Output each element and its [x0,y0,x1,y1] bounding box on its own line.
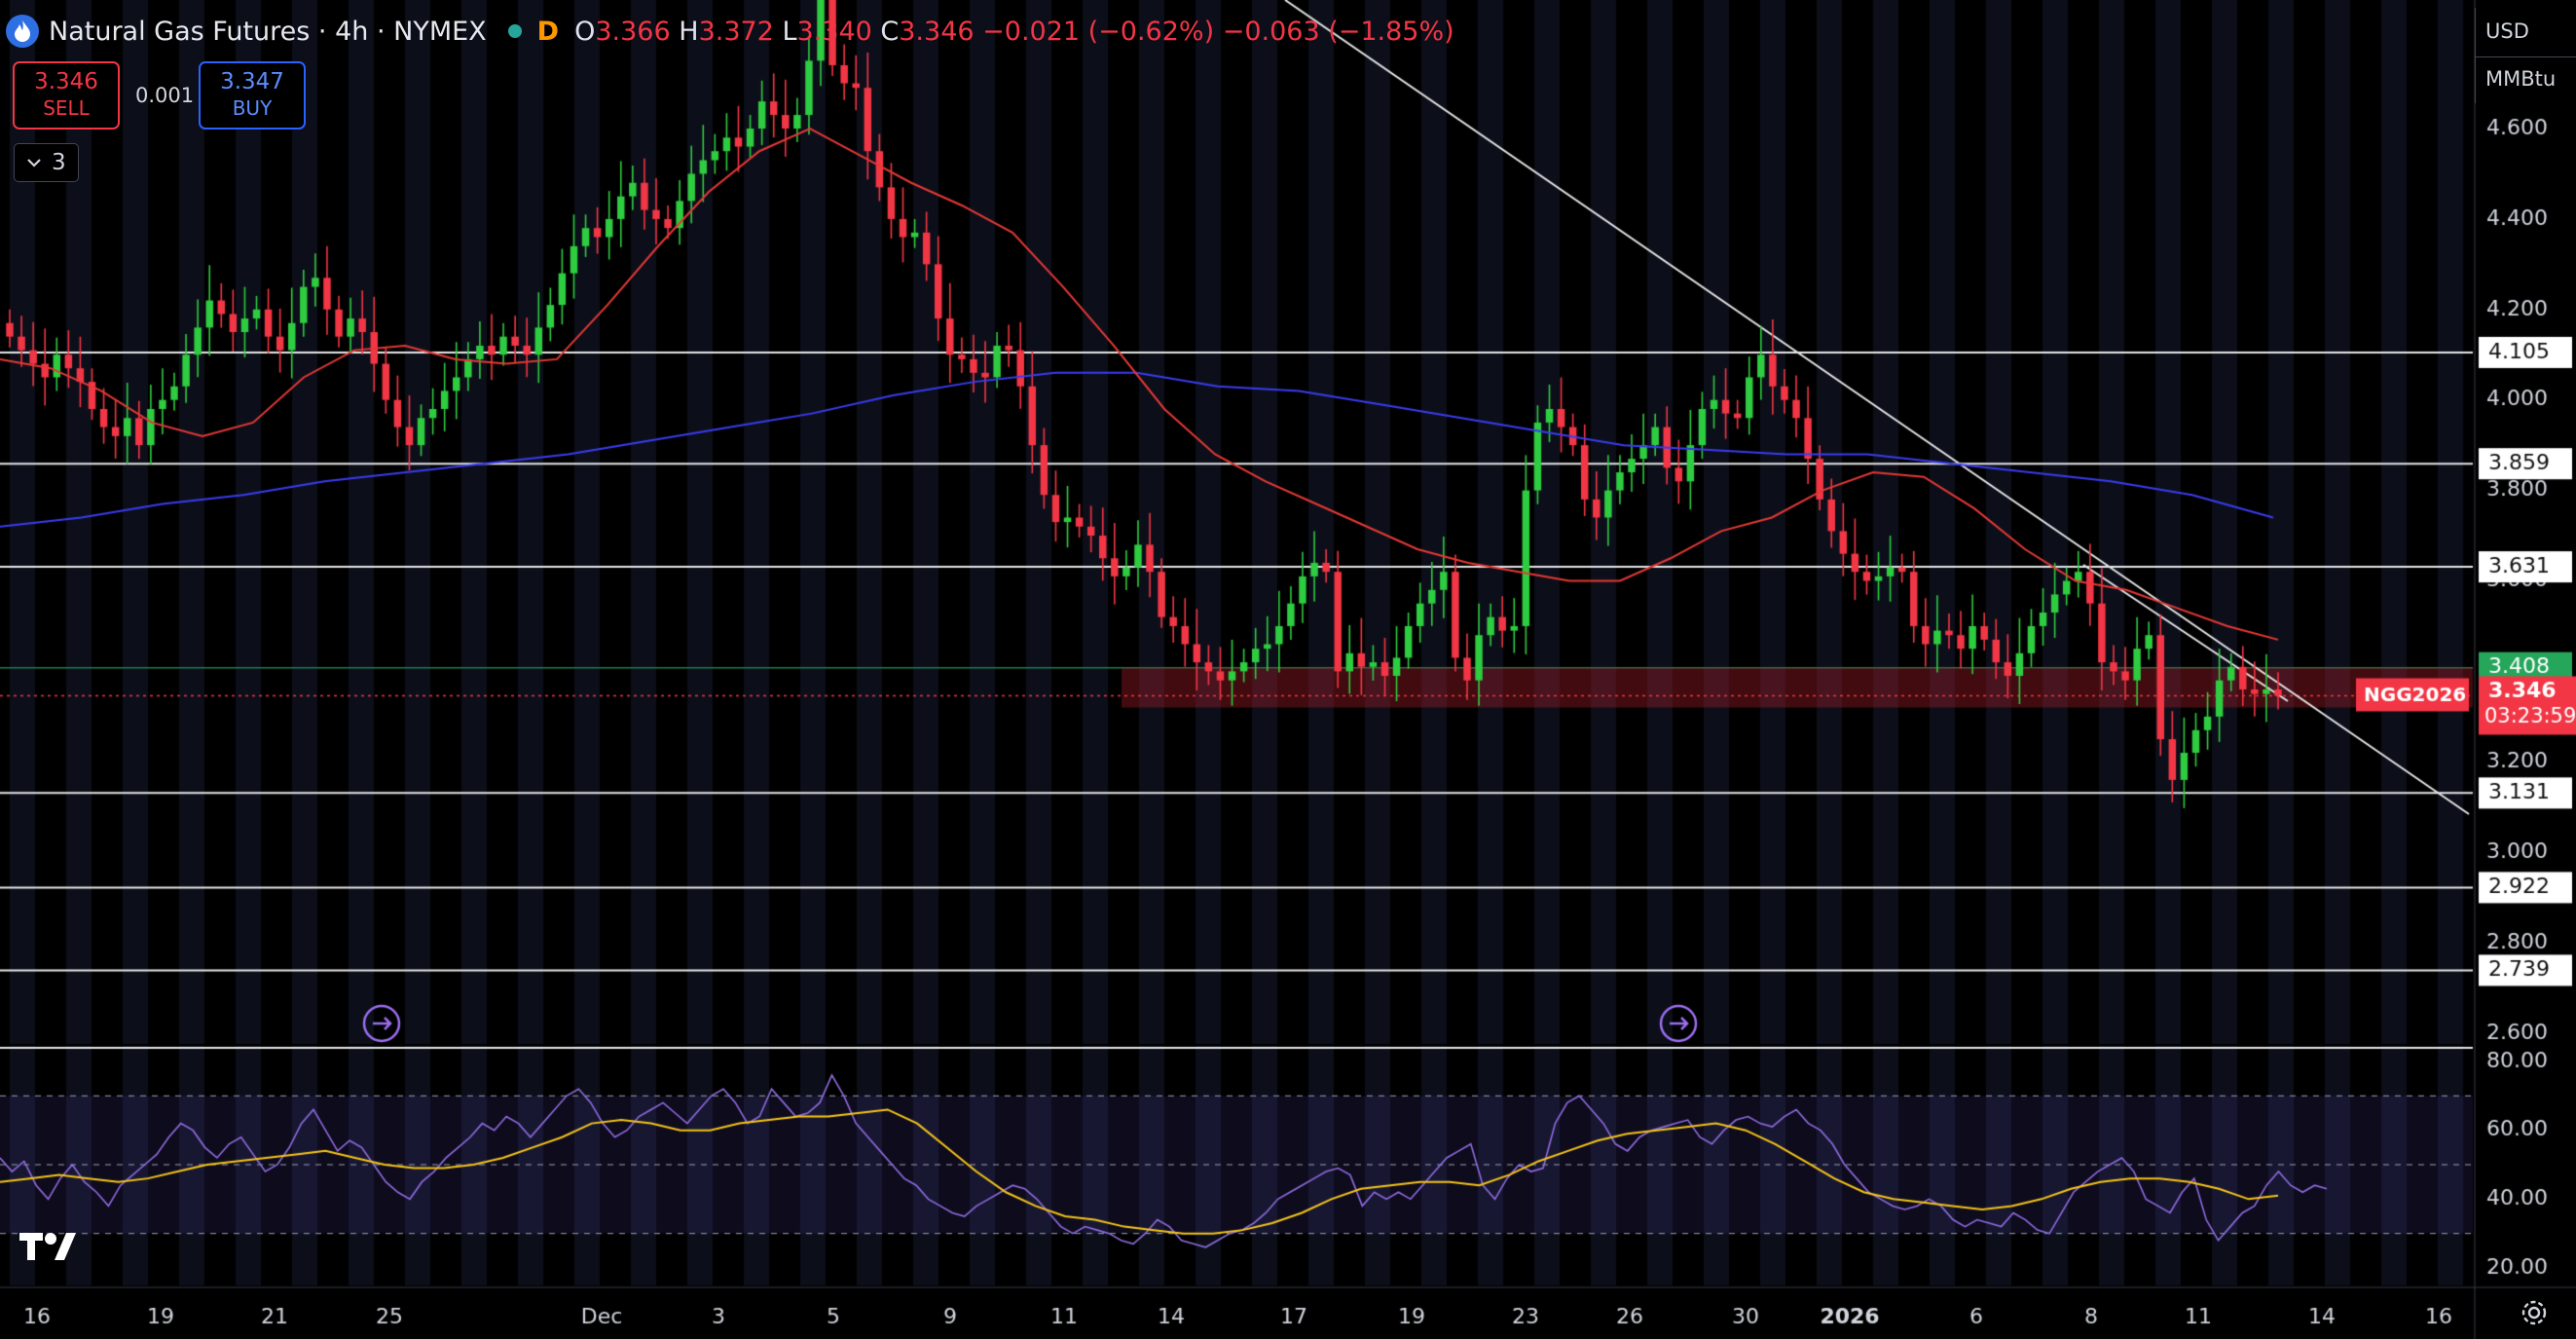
close-value: 3.346 [899,16,975,47]
axis-unit-selector[interactable]: USD MMBtu [2475,8,2576,103]
gear-icon[interactable] [2520,1298,2549,1331]
buy-price: 3.347 [220,69,284,94]
currency-label[interactable]: USD [2485,19,2529,43]
sell-button[interactable]: 3.346 SELL [13,61,120,130]
change-value: −0.021 (−0.62%) [982,16,1215,47]
symbol-title[interactable]: Natural Gas Futures · 4h · NYMEX [49,16,487,47]
low-value: 3.340 [796,16,872,47]
interval-badge[interactable]: D [536,16,560,47]
tradingview-logo-icon [19,1229,80,1274]
high-value: 3.372 [698,16,774,47]
ohlc-readout: O3.366 H3.372 L3.340 C3.346 −0.021 (−0.6… [574,16,1454,47]
symbol-header: Natural Gas Futures · 4h · NYMEX D O3.36… [6,8,1454,55]
flame-icon [6,15,39,48]
sell-label: SELL [43,96,90,120]
market-status-dot [507,24,522,38]
change-value-2: −0.063 (−1.85%) [1222,16,1454,47]
buy-button[interactable]: 3.347 BUY [199,61,306,130]
sell-price: 3.346 [34,69,98,94]
indicators-toggle-button[interactable]: 3 [14,143,79,182]
unit-label[interactable]: MMBtu [2485,67,2557,91]
open-value: 3.366 [595,16,671,47]
spread-value: 0.001 [135,84,195,107]
buy-label: BUY [232,96,273,120]
chevron-down-icon [27,159,41,167]
indicator-count: 3 [52,150,66,175]
